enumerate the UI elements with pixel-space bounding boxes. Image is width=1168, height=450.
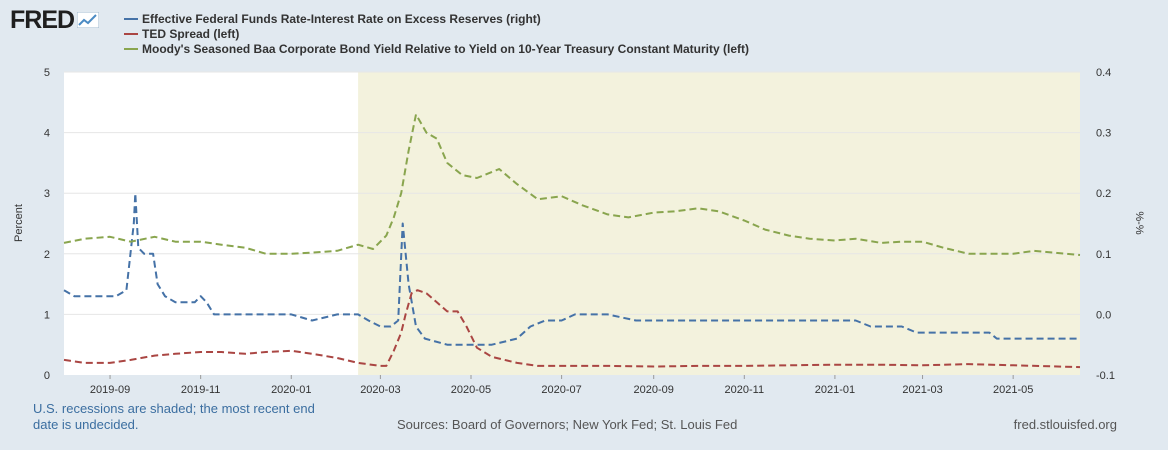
right-tick-label: 0.0 [1096, 309, 1111, 321]
left-tick-label: 1 [44, 309, 50, 321]
legend-swatch [124, 32, 138, 35]
legend-label: TED Spread (left) [142, 26, 240, 41]
x-tick-label: 2020-09 [634, 384, 674, 396]
x-tick-label: 2020-05 [451, 384, 491, 396]
sources-text: Sources: Board of Governors; New York Fe… [397, 417, 738, 432]
series-line-0[interactable] [63, 192, 1080, 346]
x-tick-label: 2020-01 [271, 384, 311, 396]
left-tick-label: 2 [44, 249, 50, 261]
right-tick-label: 0.1 [1096, 249, 1111, 261]
left-tick-label: 0 [44, 370, 50, 382]
x-tick-label: 2020-03 [360, 384, 400, 396]
line-chart[interactable]: 0 1 2 3 4 5 -0.1 0.0 0.1 0.2 0.3 0.4 2019-09 2019-11 2… [0, 0, 1168, 400]
legend-label: Moody's Seasoned Baa Corporate Bond Yiel… [142, 41, 749, 56]
legend-item-effr-ioer[interactable]: Effective Federal Funds Rate-Interest Ra… [124, 11, 749, 26]
right-tick-label: -0.1 [1096, 370, 1115, 382]
left-axis-title: Percent [13, 204, 25, 242]
x-tick-label: 2021-05 [993, 384, 1033, 396]
x-tick-label: 2019-11 [181, 384, 221, 396]
x-tick-label: 2021-01 [815, 384, 855, 396]
right-tick-label: 0.3 [1096, 128, 1111, 140]
x-tick-label: 2021-03 [902, 384, 942, 396]
left-tick-label: 4 [44, 128, 50, 140]
x-tick-label: 2020-11 [725, 384, 765, 396]
series-line-2[interactable] [63, 113, 1081, 256]
site-link[interactable]: fred.stlouisfed.org [1013, 417, 1117, 432]
recession-shading [358, 72, 1081, 375]
right-tick-label: 0.4 [1096, 67, 1111, 79]
legend-swatch [124, 17, 138, 20]
fred-logo[interactable]: FRED [10, 5, 100, 34]
series-line-1[interactable] [63, 289, 1081, 369]
legend-swatch [124, 47, 138, 50]
legend-item-baa-spread[interactable]: Moody's Seasoned Baa Corporate Bond Yiel… [124, 41, 749, 56]
recession-note: U.S. recessions are shaded; the most rec… [33, 401, 315, 432]
legend-item-ted-spread[interactable]: TED Spread (left) [124, 26, 749, 41]
trend-graph-icon [77, 12, 100, 28]
x-tick-label: 2019-09 [90, 384, 130, 396]
left-tick-label: 5 [44, 67, 50, 79]
logo-text: FRED [10, 5, 75, 34]
chart-legend: Effective Federal Funds Rate-Interest Ra… [124, 11, 749, 56]
x-tick-label: 2020-07 [541, 384, 581, 396]
right-axis-title: %-% [1133, 211, 1145, 234]
right-tick-label: 0.2 [1096, 188, 1111, 200]
left-tick-label: 3 [44, 188, 50, 200]
legend-label: Effective Federal Funds Rate-Interest Ra… [142, 11, 541, 26]
